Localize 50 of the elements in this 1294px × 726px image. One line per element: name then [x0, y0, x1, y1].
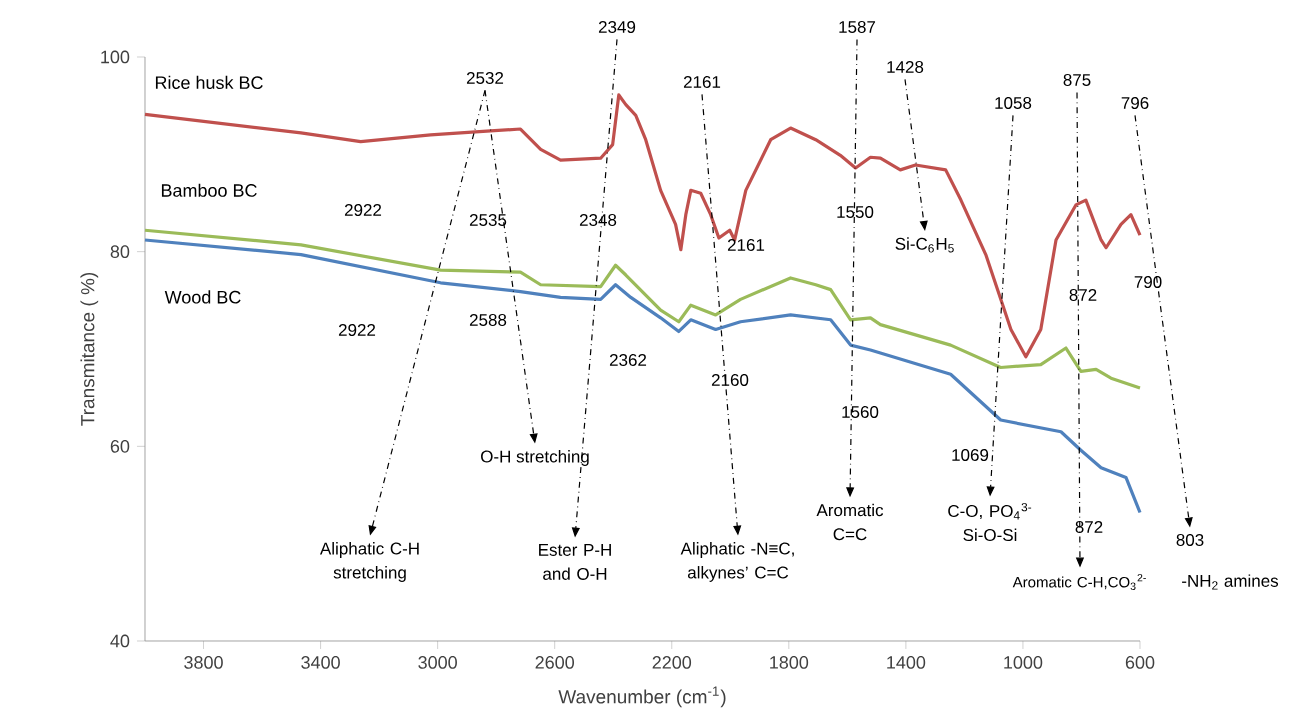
- text: -NH$_{2}$ amines: [1182, 574, 1279, 590]
- annotation: 2922: [344, 203, 382, 216]
- annotation: O-H stretching: [481, 450, 589, 466]
- annotation: 1069: [952, 448, 989, 461]
- text: 1587: [839, 20, 876, 33]
- annotation: 2362: [609, 353, 647, 366]
- annotation: 2161: [727, 238, 765, 251]
- annotation: Aromatic C-H,CO$_{3}$2-: [1012, 573, 1146, 590]
- y-tick-label: 40: [110, 634, 130, 648]
- annotation: 1550: [837, 205, 874, 218]
- x-tick-label: 1400: [887, 656, 926, 669]
- annotation: 796: [1121, 96, 1149, 109]
- x-axis-title: Wavenumber (cm$^{-1}$): [558, 686, 726, 708]
- annotation: Si-C$_{6}$H$_{5}$: [895, 237, 954, 253]
- y-tick-label: 100: [101, 50, 130, 64]
- annotation: Aromatic C=C: [816, 503, 884, 541]
- x-tick-label: 1000: [1004, 656, 1043, 669]
- y-tick-label: 80: [110, 245, 130, 259]
- series-label: Bamboo BC: [161, 183, 257, 197]
- annotation: 2161: [683, 75, 721, 88]
- annotation: Aliphatic -N≡C, alkynes’ C=C: [680, 542, 794, 582]
- annotation: 1560: [842, 405, 879, 418]
- annotation: 2348: [579, 213, 617, 226]
- y-tick-label: 60: [110, 439, 130, 453]
- annotation: 2532: [466, 71, 504, 84]
- text: 803: [1176, 533, 1204, 546]
- text: C-O, PO$_{4}$3- Si-O-Si: [948, 502, 1032, 542]
- x-tick-label: 3800: [184, 656, 223, 669]
- y-axis-title: Transmitance ( %): [80, 272, 99, 426]
- x-tick-label: 2200: [652, 656, 692, 669]
- annotation: 2922: [338, 323, 376, 336]
- x-tick-label: 3400: [301, 656, 340, 669]
- annotation: 790: [1134, 275, 1162, 288]
- x-tick-label: 600: [1125, 656, 1155, 669]
- annotation: 2160: [711, 373, 749, 386]
- series-label: Rice husk BC: [155, 75, 263, 90]
- annotation: Aliphatic C-H stretching: [319, 542, 419, 582]
- annotation: 872: [1069, 288, 1097, 301]
- x-tick-label: 2600: [535, 656, 575, 669]
- annotation: 872: [1075, 520, 1103, 533]
- annotation: Ester P-H and O-H: [539, 544, 611, 580]
- x-tick-label: 3000: [418, 656, 457, 669]
- x-tick-label: 1800: [770, 656, 809, 669]
- annotation: 875: [1063, 73, 1091, 86]
- annotation: 2588: [469, 313, 507, 326]
- annotation: 2535: [469, 213, 507, 226]
- text: Wood BC: [164, 290, 241, 304]
- annotation: 1428: [887, 60, 924, 73]
- annotation: 1058: [995, 96, 1032, 109]
- text: 2349: [598, 20, 636, 33]
